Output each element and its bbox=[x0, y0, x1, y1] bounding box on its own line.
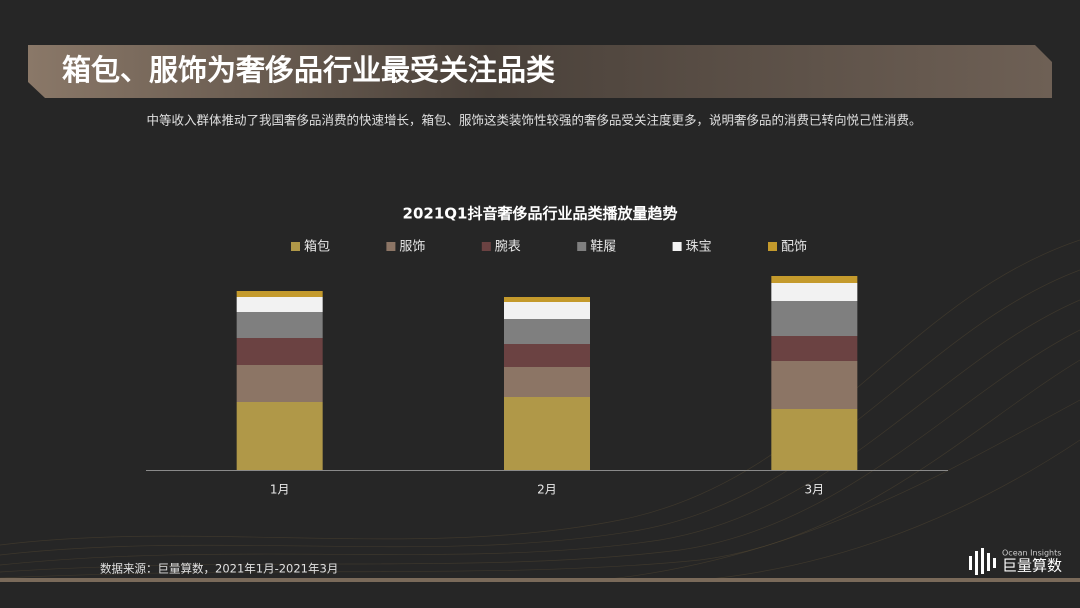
logo-brand: 巨量算数 bbox=[1002, 557, 1062, 575]
bar-segment bbox=[771, 283, 858, 301]
logo-tagline: Ocean Insights bbox=[1002, 549, 1061, 558]
legend-label: 服饰 bbox=[399, 240, 425, 255]
bar-segment bbox=[504, 344, 590, 367]
x-tick-label: 2月 bbox=[537, 483, 557, 497]
bar-segment bbox=[236, 402, 323, 470]
legend-label: 珠宝 bbox=[686, 240, 712, 255]
bar-segment bbox=[504, 397, 590, 470]
bar-segment bbox=[504, 297, 590, 302]
legend-swatch bbox=[291, 242, 300, 251]
legend-swatch bbox=[672, 242, 682, 251]
page-title: 箱包、服饰为奢侈品行业最受关注品类 bbox=[62, 53, 555, 87]
bar-segment bbox=[771, 301, 858, 336]
bar-segment bbox=[504, 367, 590, 397]
legend-label: 鞋履 bbox=[590, 239, 616, 255]
legend-label: 配饰 bbox=[781, 240, 807, 255]
legend-swatch bbox=[768, 242, 777, 251]
legend-swatch bbox=[481, 242, 491, 251]
x-tick-label: 3月 bbox=[805, 483, 825, 497]
source-note: 数据来源：巨量算数，2021年1月-2021年3月 bbox=[100, 562, 338, 576]
bar-segment bbox=[771, 336, 858, 361]
bar-segment bbox=[771, 409, 858, 470]
bar-segment bbox=[236, 297, 323, 312]
bar-segment bbox=[771, 276, 858, 283]
bar-segment bbox=[236, 291, 323, 297]
bar-segment bbox=[504, 319, 590, 344]
page-subtitle: 中等收入群体推动了我国奢侈品消费的快速增长，箱包、服饰这类装饰性较强的奢侈品受关… bbox=[146, 113, 921, 128]
logo-icon bbox=[969, 548, 996, 575]
legend-swatch bbox=[386, 242, 396, 251]
decor-waves bbox=[0, 239, 1080, 581]
bar-segment bbox=[236, 338, 323, 365]
legend-label: 腕表 bbox=[495, 239, 521, 255]
bar-segment bbox=[771, 361, 858, 409]
bar-segment bbox=[236, 365, 323, 402]
legend-swatch bbox=[577, 242, 587, 251]
chart-title: 2021Q1抖音奢侈品行业品类播放量趋势 bbox=[403, 205, 678, 223]
bar-segment bbox=[504, 302, 590, 319]
bar-segment bbox=[236, 312, 323, 338]
title-banner bbox=[28, 45, 1052, 98]
legend-label: 箱包 bbox=[304, 239, 330, 255]
x-tick-label: 1月 bbox=[270, 483, 290, 497]
